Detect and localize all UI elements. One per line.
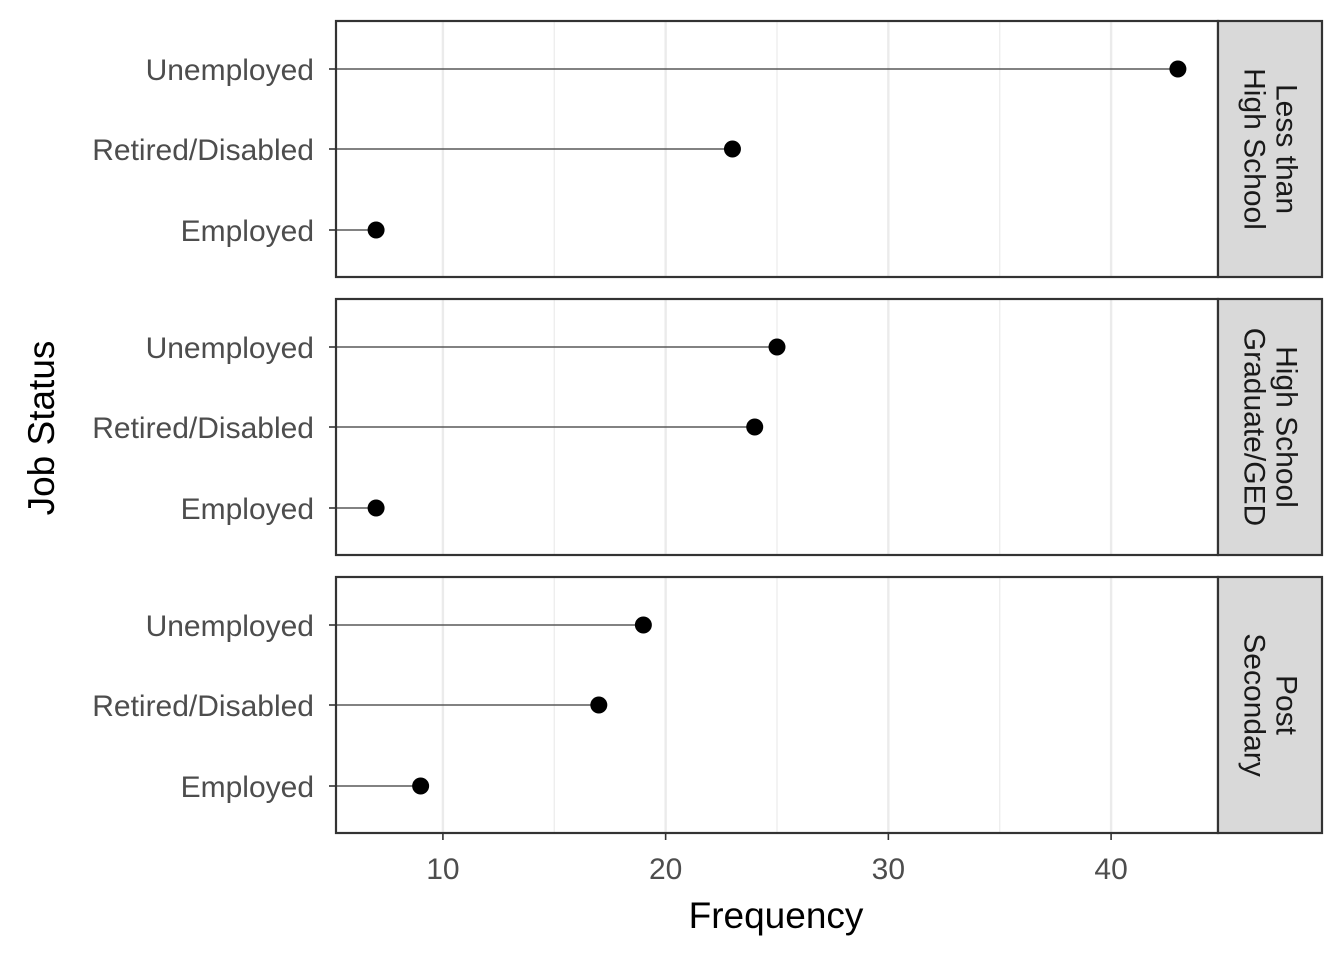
y-tick-label: Employed: [181, 493, 314, 526]
y-tick-label: Retired/Disabled: [92, 134, 314, 167]
lollipop-point: [768, 338, 786, 356]
facet-panel: Unemployed Retired/Disabled Employed High S…: [92, 297, 1324, 557]
facet-panel: Unemployed Retired/Disabled Employed Less t…: [92, 19, 1324, 279]
facet-panels: Unemployed Retired/Disabled Employed Less t…: [92, 19, 1324, 835]
y-tick-label: Unemployed: [146, 610, 314, 643]
facet-strip: [1216, 297, 1324, 557]
y-tick-label: Unemployed: [146, 54, 314, 87]
facet-strip-label: High School: [1270, 346, 1303, 508]
facet-strip-label: High School: [1238, 68, 1271, 230]
y-tick-label: Unemployed: [146, 332, 314, 365]
x-tick-label: 30: [872, 853, 905, 886]
facet-panel: Unemployed Retired/Disabled Employed PostSe…: [92, 575, 1324, 835]
x-tick-label: 20: [649, 853, 682, 886]
y-axis-title: Job Status: [21, 341, 62, 516]
facet-strip-label: Less than: [1270, 84, 1303, 214]
y-tick-label: Employed: [181, 215, 314, 248]
facet-strip-label: Graduate/GED: [1238, 328, 1271, 526]
lollipop-point: [367, 221, 385, 239]
facet-strip: [1216, 575, 1324, 835]
x-tick-label: 40: [1094, 853, 1127, 886]
lollipop-point: [590, 696, 608, 714]
y-tick-label: Employed: [181, 771, 314, 804]
x-axis-title: Frequency: [689, 895, 864, 936]
lollipop-point: [412, 777, 430, 795]
y-tick-label: Retired/Disabled: [92, 412, 314, 445]
lollipop-point: [634, 616, 652, 634]
lollipop-point: [1169, 60, 1187, 78]
facet-strip-label: Post: [1270, 675, 1303, 736]
lollipop-point: [746, 418, 764, 436]
facet-strip: [1216, 19, 1324, 279]
x-tick-label: 10: [426, 853, 459, 886]
x-axis: 10 20 30 40: [426, 833, 1128, 886]
facet-strip-label: Secondary: [1238, 633, 1271, 776]
lollipop-point: [367, 499, 385, 517]
y-tick-label: Retired/Disabled: [92, 690, 314, 723]
lollipop-point: [723, 140, 741, 158]
